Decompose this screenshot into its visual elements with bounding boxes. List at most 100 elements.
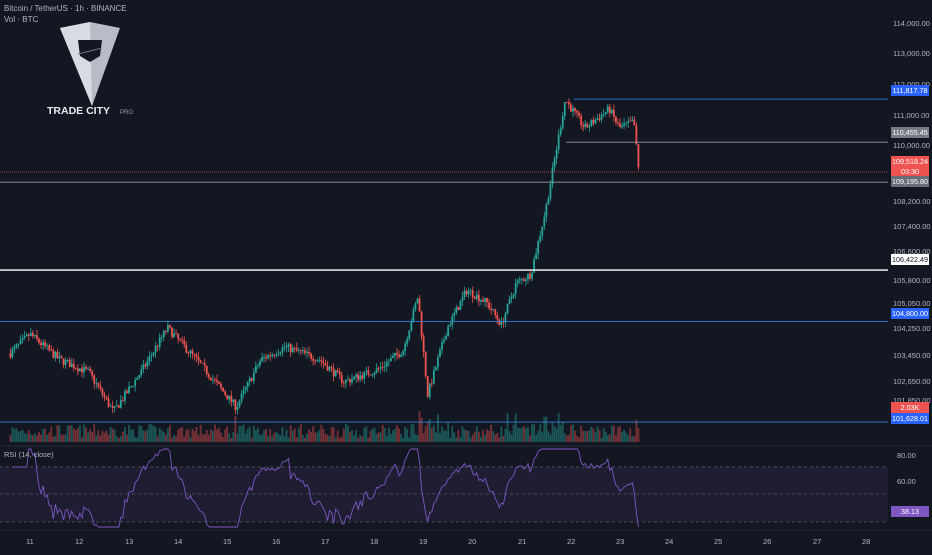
volume-bar bbox=[347, 425, 349, 442]
candle-body bbox=[608, 106, 611, 114]
candle-body bbox=[392, 355, 394, 358]
volume-bar bbox=[250, 437, 253, 442]
candle-body bbox=[259, 361, 261, 366]
candle-body bbox=[269, 355, 272, 357]
candle-body bbox=[79, 368, 81, 372]
candle-body bbox=[359, 375, 362, 380]
candle-body bbox=[533, 259, 535, 273]
candle-body bbox=[299, 349, 302, 352]
candle-body bbox=[58, 356, 61, 359]
time-tick: 26 bbox=[763, 537, 772, 546]
volume-bar bbox=[475, 426, 478, 442]
volume-bar bbox=[635, 419, 638, 442]
candle-body bbox=[173, 333, 175, 337]
candle-body bbox=[257, 365, 259, 367]
volume-bar bbox=[160, 430, 163, 442]
volume-bar bbox=[113, 429, 116, 442]
time-tick: 18 bbox=[370, 537, 379, 546]
candle-body bbox=[101, 388, 104, 395]
candle-body bbox=[455, 307, 458, 314]
volume-bar bbox=[312, 426, 315, 442]
volume-bar bbox=[584, 431, 587, 442]
volume-bar bbox=[189, 437, 192, 442]
candle-body bbox=[271, 354, 274, 357]
candle-body bbox=[314, 360, 317, 362]
volume-bar bbox=[398, 428, 400, 442]
candle-body bbox=[432, 370, 435, 384]
volume-bar bbox=[306, 433, 308, 442]
volume-bar bbox=[62, 434, 65, 442]
candle-body bbox=[498, 319, 501, 325]
volume-bar bbox=[539, 424, 542, 442]
volume-bar bbox=[633, 436, 636, 442]
candle-body bbox=[134, 379, 137, 387]
volume-bar bbox=[373, 427, 376, 442]
volume-bar bbox=[322, 428, 325, 442]
volume-bar bbox=[361, 436, 364, 442]
candle-body bbox=[447, 326, 450, 337]
logo-brand: TRADE CITY bbox=[47, 105, 110, 117]
candle-body bbox=[103, 394, 106, 397]
candle-body bbox=[520, 279, 523, 280]
volume-bar bbox=[563, 433, 566, 442]
volume-bar bbox=[271, 436, 274, 442]
candle-body bbox=[83, 366, 85, 373]
volume-bar bbox=[273, 432, 276, 442]
candle-body bbox=[414, 303, 417, 310]
volume-bar bbox=[482, 430, 484, 442]
candle-body bbox=[629, 120, 632, 122]
volume-bar bbox=[522, 426, 525, 442]
volume-bar bbox=[232, 432, 235, 442]
candle-body bbox=[545, 204, 548, 217]
time-tick: 11 bbox=[26, 537, 34, 546]
candle-body bbox=[326, 365, 329, 371]
candle-body bbox=[529, 273, 531, 279]
candle-body bbox=[9, 353, 12, 358]
volume-bar bbox=[457, 429, 460, 442]
volume-bar bbox=[36, 435, 38, 442]
time-tick: 27 bbox=[813, 537, 822, 546]
volume-bar bbox=[25, 433, 28, 442]
candle-body bbox=[105, 396, 108, 399]
candle-body bbox=[242, 390, 245, 394]
volume-bar bbox=[124, 427, 126, 442]
volume-bar bbox=[81, 437, 83, 442]
volume-bar bbox=[502, 436, 505, 442]
candle-body bbox=[19, 339, 22, 344]
volume-bar bbox=[473, 431, 476, 442]
volume-bar bbox=[586, 431, 589, 442]
volume-bar bbox=[128, 425, 130, 442]
volume-bar bbox=[173, 435, 175, 442]
candle-body bbox=[126, 391, 128, 394]
volume-bar bbox=[441, 426, 443, 442]
candle-body bbox=[23, 335, 26, 338]
candle-body bbox=[310, 353, 312, 359]
candle-body bbox=[574, 108, 576, 111]
volume-bar bbox=[424, 426, 427, 442]
candle-body bbox=[383, 366, 386, 368]
candle-body bbox=[177, 333, 180, 339]
volume-bar bbox=[31, 435, 34, 442]
candle-body bbox=[621, 125, 623, 128]
volume-bar bbox=[537, 430, 540, 442]
volume-bar bbox=[85, 427, 87, 442]
volume-bar bbox=[246, 428, 249, 442]
candle-body bbox=[85, 366, 87, 369]
volume-bar bbox=[385, 435, 388, 442]
volume-bar bbox=[79, 425, 81, 442]
candle-body bbox=[612, 109, 615, 117]
candle-body bbox=[283, 347, 286, 349]
rsi-band bbox=[0, 467, 888, 522]
volume-bar bbox=[15, 428, 18, 442]
candle-body bbox=[412, 309, 415, 322]
volume-bar bbox=[257, 427, 259, 442]
candle-body bbox=[465, 290, 468, 295]
candle-body bbox=[146, 360, 149, 367]
volume-bar bbox=[582, 431, 585, 442]
candle-body bbox=[181, 339, 184, 341]
volume-bar bbox=[175, 436, 177, 442]
price-tick: 105,050.00 bbox=[893, 299, 931, 308]
level-tag-white: 106,422.49 bbox=[891, 254, 929, 265]
